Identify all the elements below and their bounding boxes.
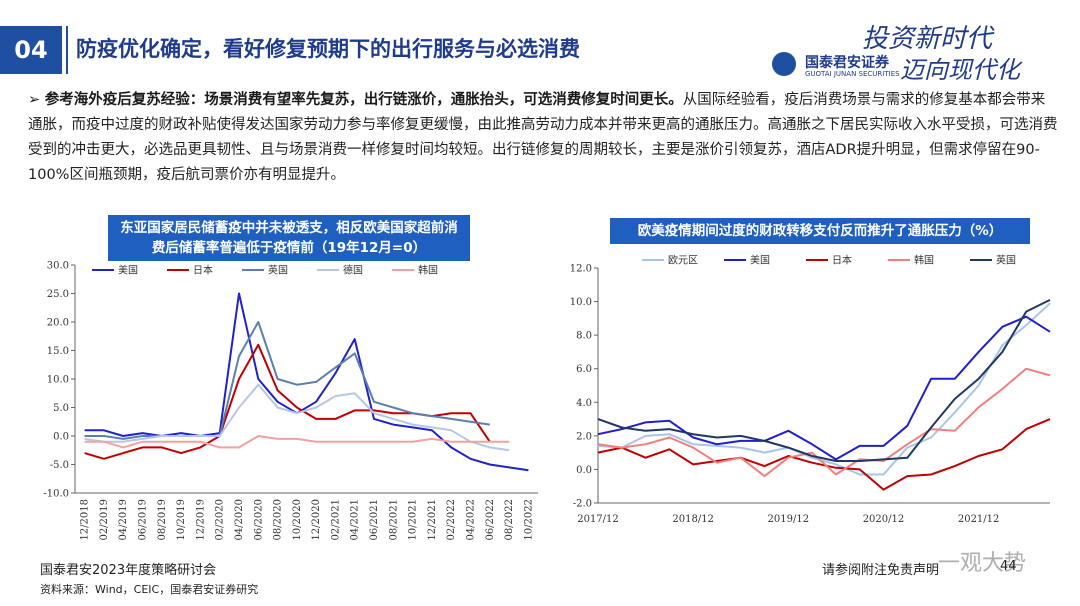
legend-label: 英国 — [996, 254, 1016, 267]
logo-text: 国泰君安证券 — [805, 55, 889, 71]
x-tick-label: 04/2019 — [118, 499, 129, 541]
footer-disclaimer: 请参阅附注免责声明 — [822, 563, 940, 578]
series-line — [597, 302, 1051, 476]
x-tick-label: 2020/12 — [863, 514, 905, 525]
watermark: 一观大势 — [938, 551, 1027, 576]
x-tick-label: 2019/12 — [768, 514, 810, 525]
slogan: 迈向现代化 — [900, 56, 1020, 84]
x-tick-label: 2021/12 — [958, 514, 1000, 525]
x-tick-label: 12/2020 — [311, 499, 322, 541]
x-tick-label: 02/2019 — [99, 499, 110, 541]
section-number: 04 — [0, 26, 62, 74]
x-tick-label: 06/2021 — [369, 499, 380, 541]
x-tick-label: 2017/12 — [577, 514, 619, 525]
x-tick-label: 10/2020 — [292, 499, 303, 541]
y-tick-label: 25.0 — [47, 289, 69, 300]
legend-label: 韩国 — [914, 254, 934, 267]
x-tick-label: 02/2021 — [330, 499, 341, 541]
summary-text: 从国际经验看，疫后消费场景与需求的修复基本都会带来通胀，而疫中过度的财政补贴使得… — [28, 92, 1058, 183]
series-line — [597, 367, 1051, 478]
y-tick-label: 8.0 — [576, 331, 592, 342]
footer-event: 国泰君安2023年度策略研讨会 — [40, 563, 217, 578]
chart-title: 东亚国家居民储蓄疫中并未被透支，相反欧美国家超前消费后储蓄率普遍低于疫情前（19… — [108, 215, 470, 261]
x-tick-label: 10/2019 — [176, 499, 187, 541]
footer-source: 资料来源：Wind，CEIC，国泰君安证券研究 — [40, 583, 259, 596]
legend-label: 日本 — [193, 264, 213, 277]
summary-lead: 参考海外疫后复苏经验：场景消费有望率先复苏，出行链涨价，通胀抬头，可选消费修复时… — [44, 92, 683, 108]
y-tick-label: 20.0 — [47, 318, 69, 329]
series-line — [597, 315, 1051, 461]
y-tick-label: 10.0 — [47, 375, 69, 386]
slogan: 投资新时代 — [862, 24, 993, 54]
x-tick-label: 04/2021 — [350, 499, 361, 541]
y-tick-label: 2.0 — [576, 431, 592, 442]
y-tick-label: 12.0 — [570, 264, 592, 275]
y-tick-label: 0.0 — [53, 432, 69, 443]
series-line — [84, 292, 529, 472]
legend-label: 美国 — [750, 254, 770, 267]
x-tick-label: 06/2019 — [138, 499, 149, 541]
y-tick-label: -5.0 — [50, 460, 69, 471]
divider — [66, 26, 68, 74]
y-tick-label: 0.0 — [576, 465, 592, 476]
x-tick-label: 04/2020 — [234, 499, 245, 541]
chart-title: 欧美疫情期间过度的财政转移支付反而推升了通胀压力（%） — [610, 218, 1030, 244]
legend-label: 欧元区 — [668, 255, 698, 267]
legend-label: 日本 — [832, 254, 852, 267]
x-tick-label: 08/2020 — [273, 499, 284, 541]
y-tick-label: 30.0 — [47, 261, 69, 272]
x-tick-label: 10/2022 — [523, 499, 534, 541]
x-tick-label: 08/2019 — [157, 499, 168, 541]
page-number: 44 — [1000, 559, 1017, 574]
x-tick-label: 06/2022 — [485, 499, 496, 541]
x-tick-label: 02/2020 — [215, 499, 226, 541]
y-tick-label: 4.0 — [576, 398, 592, 409]
x-tick-label: 10/2021 — [408, 499, 419, 541]
y-tick-label: 5.0 — [53, 403, 69, 414]
x-tick-label: 12/2021 — [427, 499, 438, 541]
series-line — [597, 299, 1051, 462]
x-tick-label: 08/2022 — [504, 499, 515, 541]
y-tick-label: 6.0 — [576, 364, 592, 375]
legend-label: 德国 — [343, 264, 363, 277]
logo-subtext: GUOTAI JUNAN SECURITIES — [805, 70, 900, 78]
x-tick-label: 08/2021 — [388, 499, 399, 541]
slide-title: 防疫优化确定，看好修复预期下的出行服务与必选消费 — [76, 37, 580, 61]
series-line — [84, 435, 510, 449]
x-tick-label: 06/2020 — [253, 499, 264, 541]
x-tick-label: 04/2022 — [465, 499, 476, 541]
logo-icon — [772, 52, 796, 76]
legend-label: 韩国 — [418, 264, 438, 277]
summary: ➢ 参考海外疫后复苏经验：场景消费有望率先复苏，出行链涨价，通胀抬头，可选消费修… — [28, 92, 1058, 183]
x-tick-label: 02/2022 — [446, 499, 457, 541]
x-tick-label: 2018/12 — [672, 514, 714, 525]
x-tick-label: 12/2019 — [195, 499, 206, 541]
series-line — [84, 321, 490, 440]
y-tick-label: -10.0 — [43, 489, 69, 500]
series-line — [597, 418, 1051, 491]
y-tick-label: 10.0 — [570, 297, 592, 308]
series-line — [84, 383, 510, 452]
legend-label: 英国 — [268, 264, 288, 277]
x-tick-label: 12/2018 — [80, 499, 91, 541]
y-tick-label: -2.0 — [573, 499, 592, 510]
y-tick-label: 15.0 — [47, 346, 69, 357]
legend-label: 美国 — [118, 264, 138, 277]
